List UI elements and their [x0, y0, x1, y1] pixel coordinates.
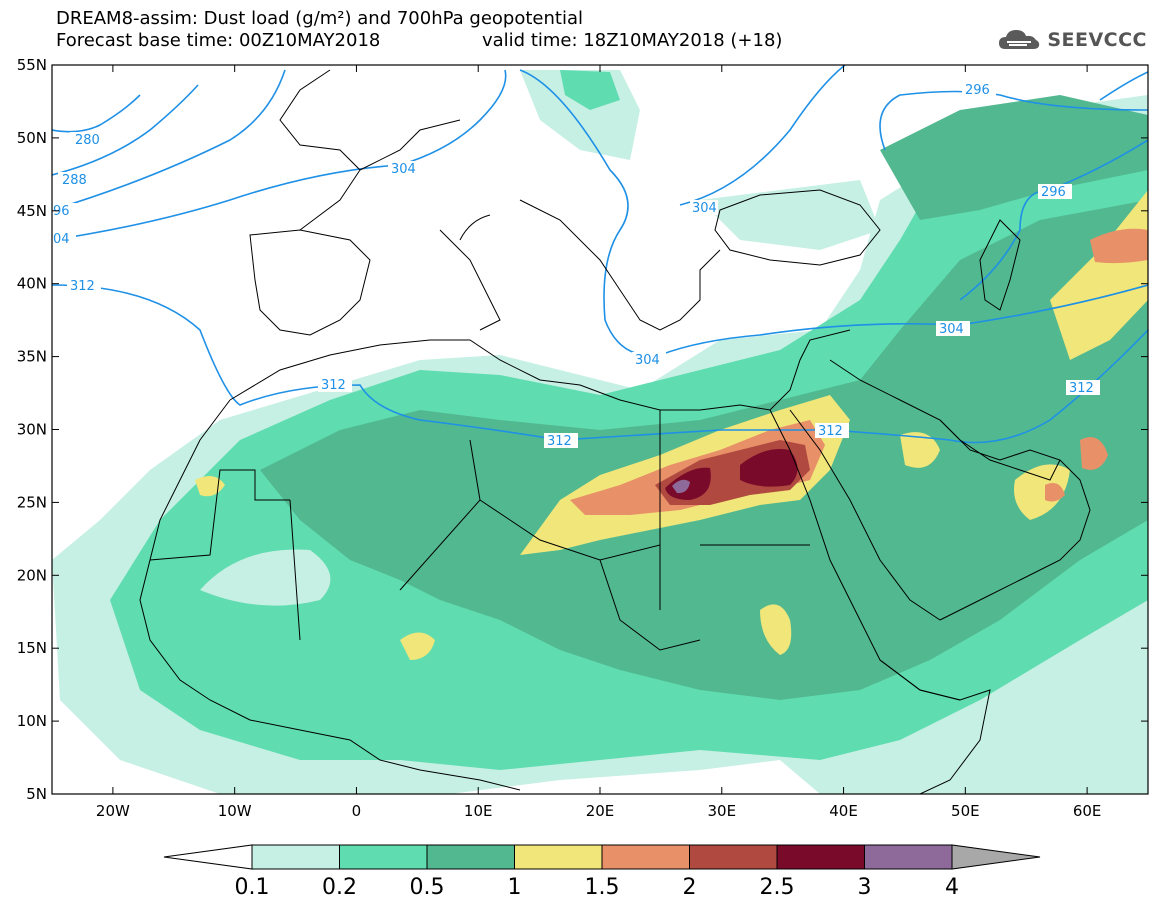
lat-tick-label: 55N: [17, 56, 47, 74]
contour-296-top: [1099, 71, 1148, 101]
coastlines: [139, 69, 1091, 794]
contour-296-east: [679, 65, 846, 206]
cloud-icon: [999, 30, 1040, 49]
forecast-base-time: Forecast base time: 00Z10MAY2018: [56, 30, 381, 51]
contour-label: 304: [635, 353, 660, 368]
contour-label: 304: [391, 162, 416, 177]
colorbar-swatch: [251, 844, 340, 870]
dust-level-3: [672, 479, 690, 494]
coast-west-africa: [139, 399, 521, 791]
contour-label: 304: [939, 322, 964, 337]
contour-296-west: [52, 69, 286, 211]
dust-level-1.5-sw: [1045, 482, 1065, 502]
coast-persian-gulf: [939, 419, 1061, 481]
dust-level-1.5-e: [1080, 437, 1108, 470]
lat-tick-label: 15N: [17, 639, 47, 657]
lat-tick-label: 10N: [17, 712, 47, 730]
lon-tick-label: 30E: [707, 802, 736, 820]
lat-tick-label: 35N: [17, 348, 47, 366]
colorbar-label: 3: [858, 875, 872, 900]
colorbar-label: 1.5: [585, 875, 620, 900]
dust-level-0.2-north: [560, 70, 620, 110]
colorbar-under-arrow: [163, 844, 253, 870]
colorbar-label: 1: [508, 875, 522, 900]
longitude-axis: 20W 10W 0 10E 20E 30E 40E 50E 60E: [96, 65, 1101, 820]
contour-label: 296: [1041, 185, 1066, 200]
colorbar-swatch: [339, 844, 428, 870]
colorbar: 0.1 0.2 0.5 1 1.5 2 2.5 3 4: [163, 844, 1041, 900]
contour-296-ne2: [959, 139, 1148, 301]
contour-label: 96: [53, 204, 70, 219]
lat-tick-label: 5N: [26, 785, 47, 803]
lon-tick-label: 0: [352, 802, 362, 820]
logo-text: SEEVCCC: [1047, 29, 1147, 51]
lon-tick-label: 40E: [829, 802, 858, 820]
colorbar-label: 0.2: [322, 875, 357, 900]
contour-label: 296: [965, 83, 990, 98]
map-title: DREAM8-assim: Dust load (g/m²) and 700hP…: [56, 8, 583, 29]
contour-label: 312: [321, 378, 346, 393]
contour-label: 312: [70, 279, 95, 294]
colorbar-label: 0.5: [410, 875, 445, 900]
contour-280: [52, 94, 141, 133]
coast-iberia: [249, 229, 371, 336]
lon-tick-label: 10W: [218, 802, 252, 820]
dust-hole-west: [200, 549, 331, 606]
lon-tick-label: 60E: [1073, 802, 1102, 820]
dust-level-1.5-ne: [1090, 228, 1148, 264]
lon-tick-label: 50E: [951, 802, 980, 820]
contour-label: 312: [1069, 381, 1094, 396]
border-sahara-2: [149, 410, 810, 561]
dust-level-1-spot-e: [1014, 464, 1070, 520]
lat-tick-label: 50N: [17, 129, 47, 147]
contour-label: 312: [547, 434, 572, 449]
dust-level-0.1-east: [700, 180, 880, 250]
dust-level-0.5-ne: [880, 95, 1148, 220]
lon-tick-label: 20E: [586, 802, 615, 820]
colorbar-swatch: [776, 844, 865, 870]
colorbar-label: 0.1: [235, 875, 270, 900]
dust-level-1-spot-a: [760, 604, 792, 655]
dust-level-1-spot-b: [400, 632, 435, 660]
coast-north-africa: [229, 329, 851, 411]
contour-304-west: [52, 69, 507, 241]
seevccc-logo: SEEVCCC: [997, 27, 1147, 53]
valid-time: valid time: 18Z10MAY2018 (+18): [482, 30, 783, 51]
coast-black-sea: [714, 189, 881, 266]
coast-balkans-greece: [519, 199, 721, 331]
contour-label: 288: [62, 173, 87, 188]
colorbar-swatch: [601, 844, 690, 870]
dust-field: [52, 70, 1148, 794]
colorbar-swatch: [864, 844, 953, 870]
dust-level-1-spot-d: [900, 432, 940, 468]
lat-tick-label: 20N: [17, 566, 47, 584]
border-sahara-1: [289, 439, 701, 651]
contour-labels: 280 288 96 04 304 312 312 312 304 296 29…: [52, 82, 1100, 449]
contour-label: 304: [692, 201, 717, 216]
colorbar-swatch: [514, 844, 603, 870]
colorbar-label: 2.5: [760, 875, 795, 900]
lon-tick-label: 10E: [464, 802, 493, 820]
coast-horn-africa: [879, 659, 991, 794]
colorbar-swatch: [689, 844, 778, 870]
colorbar-label: 2: [683, 875, 697, 900]
latitude-axis: 55N 50N 45N 40N 35N 30N 25N 20N 15N 10N 5N: [17, 56, 1148, 803]
lon-tick-label: 20W: [96, 802, 130, 820]
contour-288: [52, 84, 199, 176]
lat-tick-label: 30N: [17, 421, 47, 439]
lat-tick-label: 45N: [17, 202, 47, 220]
contour-label: 280: [75, 133, 100, 148]
coast-caspian: [979, 219, 1021, 311]
contour-label: 312: [818, 424, 843, 439]
colorbar-label: 4: [945, 875, 959, 900]
lat-tick-label: 25N: [17, 493, 47, 511]
colorbar-swatch: [426, 844, 515, 870]
dust-level-2.5-b: [740, 449, 798, 487]
coast-italy: [439, 214, 501, 331]
contour-label: 04: [53, 232, 70, 247]
coast-france-uk: [279, 69, 461, 231]
colorbar-over-arrow: [951, 844, 1041, 870]
lat-tick-label: 40N: [17, 275, 47, 293]
